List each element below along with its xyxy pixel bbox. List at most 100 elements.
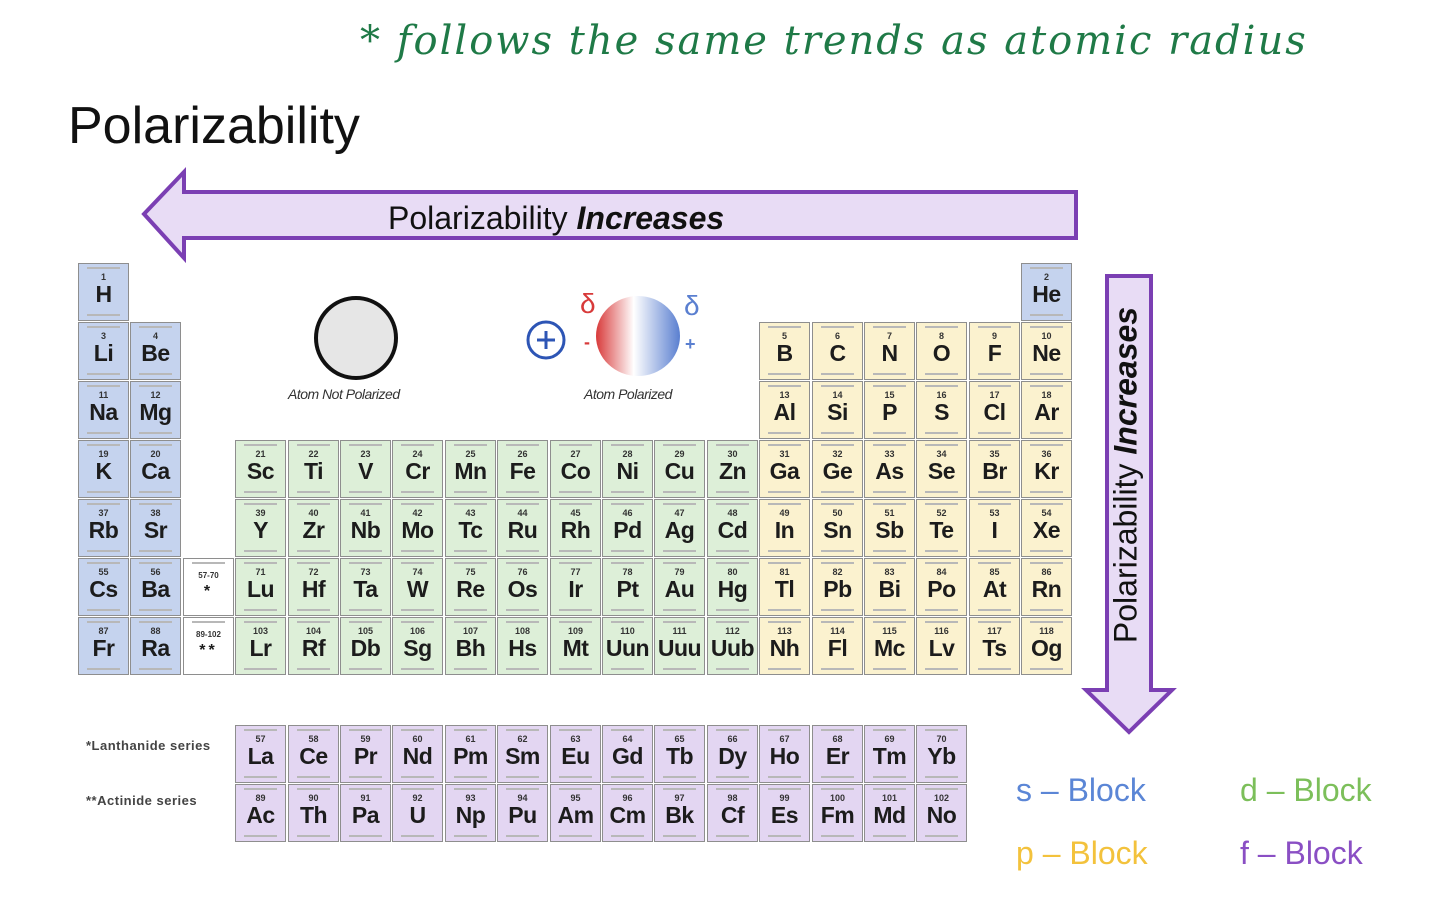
cell-mass-line: [139, 432, 172, 434]
atomic-number: 49: [779, 508, 790, 518]
element-symbol: Fl: [827, 635, 848, 661]
element-cell: 92 U: [392, 784, 443, 842]
element-symbol: Si: [827, 399, 848, 425]
cell-mass-line: [1030, 314, 1063, 316]
cell-mass-line: [454, 491, 487, 493]
cell-mass-line: [821, 491, 854, 493]
cell-mass-line: [978, 609, 1011, 611]
cell-mass-line: [611, 776, 644, 778]
element-symbol: Te: [929, 517, 954, 543]
cell-mass-line: [873, 776, 906, 778]
element-cell: 31 Ga: [759, 440, 810, 498]
cell-mass-line: [873, 373, 906, 375]
cell-name-line: [559, 729, 592, 731]
element-symbol: Ir: [568, 576, 583, 602]
atomic-number: 23: [360, 449, 371, 459]
cell-name-line: [873, 729, 906, 731]
atomic-number: 2: [1043, 272, 1049, 282]
element-cell: 44 Ru: [497, 499, 548, 557]
element-cell: 85 At: [969, 558, 1020, 616]
atomic-number: 55: [98, 567, 109, 577]
cell-mass-line: [87, 609, 120, 611]
cell-mass-line: [87, 491, 120, 493]
element-cell: 14 Si: [812, 381, 863, 439]
cell-mass-line: [768, 373, 801, 375]
cell-mass-line: [139, 373, 172, 375]
cell-name-line: [1030, 503, 1063, 505]
cell-mass-line: [663, 491, 696, 493]
cell-mass-line: [716, 776, 749, 778]
cell-name-line: [873, 326, 906, 328]
element-symbol: C: [829, 340, 846, 366]
element-cell: 112 Uub: [707, 617, 758, 675]
cell-name-line: [768, 385, 801, 387]
element-symbol: Pa: [351, 802, 380, 828]
element-cell: 33 As: [864, 440, 915, 498]
atomic-number: 43: [465, 508, 476, 518]
cell-mass-line: [716, 491, 749, 493]
cell-name-line: [768, 326, 801, 328]
cell-name-line: [506, 788, 539, 790]
atomic-number: 88: [150, 626, 161, 636]
cell-name-line: [559, 562, 592, 564]
atomic-number: 82: [832, 567, 843, 577]
cell-mass-line: [873, 609, 906, 611]
cell-name-line: [87, 326, 120, 328]
cell-name-line: [454, 562, 487, 564]
element-symbol: Es: [770, 802, 799, 828]
element-symbol: Xe: [1032, 517, 1061, 543]
element-symbol: Eu: [561, 743, 590, 769]
element-symbol: Zr: [302, 517, 326, 543]
element-symbol: Re: [456, 576, 485, 602]
cell-name-line: [297, 444, 330, 446]
legend-f-block: f – Block: [1240, 835, 1363, 871]
cell-name-line: [244, 562, 277, 564]
element-cell: 13 Al: [759, 381, 810, 439]
element-cell: 3 Li: [78, 322, 129, 380]
atom-not-polarized-caption: Atom Not Polarized: [288, 386, 400, 402]
element-cell: 91 Pa: [340, 784, 391, 842]
atomic-number: 115: [882, 626, 897, 636]
element-symbol: Uuu: [657, 635, 702, 661]
cell-name-line: [139, 326, 172, 328]
element-symbol: P: [882, 399, 897, 425]
element-cell: 53 I: [969, 499, 1020, 557]
cell-mass-line: [925, 373, 958, 375]
horizontal-arrow-text: Polarizability: [388, 200, 568, 236]
cell-mass-line: [559, 550, 592, 552]
cell-name-line: [349, 444, 382, 446]
atomic-number: 113: [777, 626, 792, 636]
cell-name-line: [663, 621, 696, 623]
atomic-number: 44: [517, 508, 528, 518]
element-symbol: N: [881, 340, 898, 366]
cell-mass-line: [506, 491, 539, 493]
atomic-number: 65: [674, 734, 685, 744]
element-cell: 84 Po: [916, 558, 967, 616]
atomic-number: 38: [150, 508, 161, 518]
cell-name-line: [978, 562, 1011, 564]
atomic-number: 28: [622, 449, 633, 459]
element-symbol: Np: [455, 802, 486, 828]
cell-mass-line: [821, 432, 854, 434]
element-cell: 28 Ni: [602, 440, 653, 498]
element-symbol: Uub: [710, 635, 755, 661]
horizontal-arrow-label: Polarizability Increases: [388, 200, 724, 237]
element-cell: 107 Bh: [445, 617, 496, 675]
element-cell: 57 La: [235, 725, 286, 783]
cell-name-line: [87, 621, 120, 623]
element-symbol: Og: [1031, 635, 1062, 661]
element-symbol: He: [1032, 281, 1061, 307]
element-symbol: Pr: [353, 743, 378, 769]
cell-name-line: [401, 503, 434, 505]
cell-name-line: [821, 788, 854, 790]
atomic-number: 105: [357, 626, 374, 636]
cell-mass-line: [139, 491, 172, 493]
cell-mass-line: [663, 835, 696, 837]
element-symbol: Hf: [301, 576, 326, 602]
element-cell: 15 P: [864, 381, 915, 439]
atomic-number: 13: [779, 390, 790, 400]
cell-name-line: [768, 444, 801, 446]
cell-mass-line: [401, 835, 434, 837]
cell-mass-line: [559, 491, 592, 493]
cell-name-line: [978, 621, 1011, 623]
